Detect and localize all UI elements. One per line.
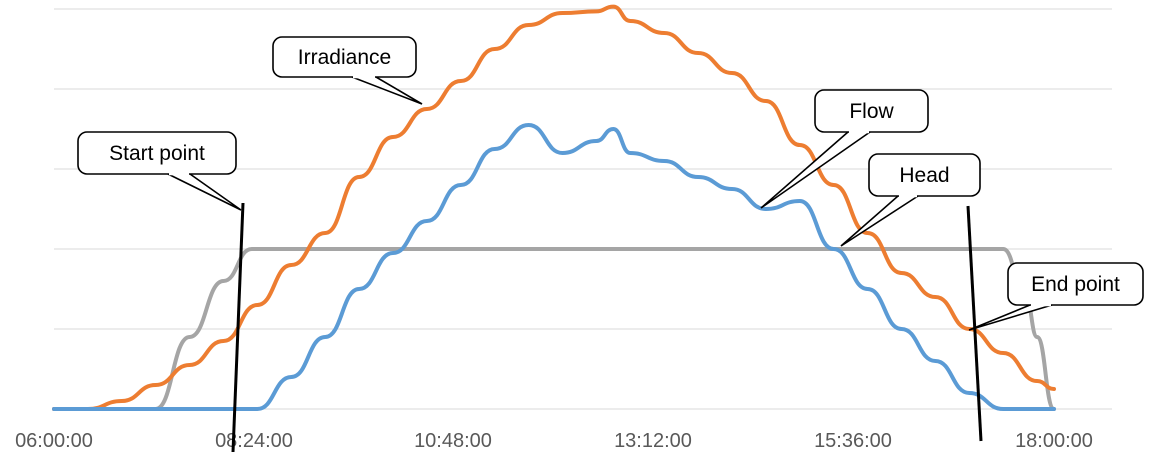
series-line-flow — [52, 123, 1056, 412]
callout-irradiance: Irradiance — [272, 36, 423, 105]
callout-box — [1007, 262, 1144, 306]
callout-end-point: End point — [968, 262, 1144, 331]
callout-pointer — [968, 304, 1053, 331]
end-point-marker — [966, 205, 983, 442]
x-tick-label: 15:36:00 — [814, 430, 892, 452]
callout-flow: Flow — [760, 89, 929, 209]
callout-head: Head — [840, 153, 981, 247]
x-tick-label: 08:24:00 — [215, 430, 293, 452]
callout-pointer — [167, 173, 242, 211]
x-tick-label: 10:48:00 — [414, 430, 492, 452]
x-tick-label: 06:00:00 — [15, 430, 93, 452]
callout-label: Flow — [849, 100, 894, 123]
start-end-markers — [231, 202, 983, 453]
callout-pointer — [351, 76, 423, 105]
callout-start-point: Start point — [77, 131, 242, 211]
callout-box — [814, 89, 929, 133]
callout-pointer — [760, 131, 871, 209]
x-tick-label: 18:00:00 — [1015, 430, 1093, 452]
callout-pointer — [840, 195, 919, 247]
callout-box — [272, 36, 417, 78]
series-line-irradiance — [52, 4, 1056, 411]
start-point-marker — [231, 202, 245, 453]
gridlines — [54, 8, 1112, 410]
x-tick-label: 13:12:00 — [614, 430, 692, 452]
callout-label: Head — [899, 164, 949, 187]
callout-box — [77, 131, 237, 175]
callout-label: Irradiance — [298, 46, 391, 69]
callout-box — [868, 153, 981, 197]
callouts: Start point Irradiance Flow Head End point — [77, 36, 1144, 331]
callout-label: End point — [1031, 273, 1120, 296]
series-layer — [52, 4, 1056, 412]
callout-label: Start point — [109, 142, 205, 165]
x-axis-tick-labels: 06:00:00 08:24:00 10:48:00 13:12:00 15:36:00… — [15, 430, 1093, 452]
